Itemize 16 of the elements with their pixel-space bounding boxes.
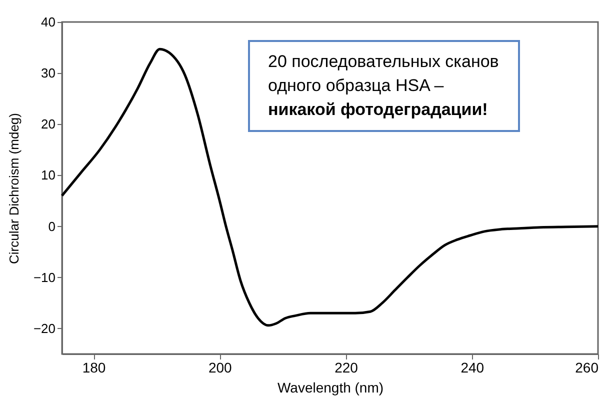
x-tick-label: 180: [82, 360, 106, 376]
x-tick-label: 260: [575, 360, 599, 376]
x-tick-label: 200: [208, 360, 232, 376]
x-axis-title: Wavelength (nm): [277, 380, 384, 396]
x-tick-label: 220: [334, 360, 358, 376]
y-tick-label: 30: [41, 66, 56, 81]
y-tick-label: 20: [41, 116, 56, 132]
y-tick-label: −20: [33, 320, 56, 336]
y-tick-label: 40: [41, 14, 56, 30]
y-axis-title: Circular Dichroism (mdeg): [6, 113, 22, 264]
annotation: никакой фотодеградации!: [268, 100, 488, 119]
y-tick-label: 10: [41, 168, 56, 183]
line-series: [60, 48, 600, 327]
y-tick-label: −10: [33, 270, 56, 285]
y-tick-label: 0: [48, 218, 56, 234]
x-tick-label: 240: [460, 360, 484, 376]
